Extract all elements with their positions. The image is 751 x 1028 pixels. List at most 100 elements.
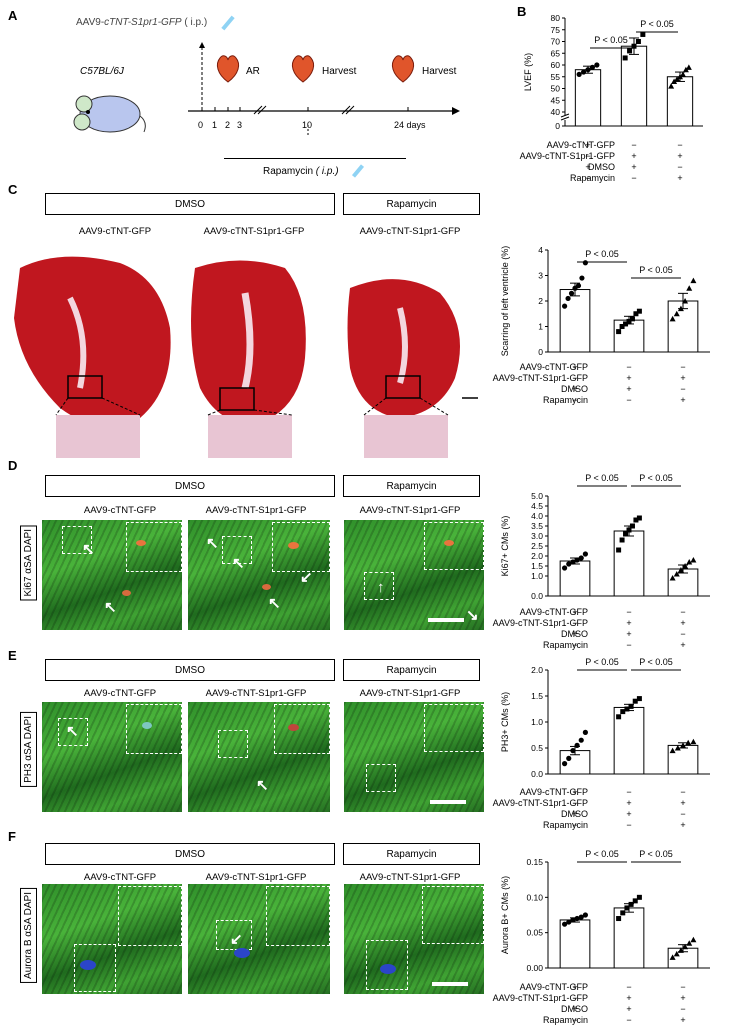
event-ar: AR: [246, 66, 260, 77]
y-axis-label: LVEF (%): [523, 53, 533, 91]
data-point: [620, 709, 626, 715]
ki67-image-s1pr1: ↖ ↖ ↖ ↙: [188, 520, 330, 630]
data-point: [635, 39, 641, 44]
data-point: [562, 303, 568, 309]
condition-label: Rapamycin: [570, 173, 615, 183]
data-point: [570, 917, 576, 923]
condition-sign: −: [572, 395, 577, 405]
y-tick-label: 1.0: [531, 571, 543, 581]
y-tick-label: 1.5: [531, 691, 543, 701]
caption: AAV9-cTNT-S1pr1-GFP: [205, 505, 307, 516]
data-point: [669, 575, 676, 581]
condition-sign: −: [677, 162, 682, 172]
day-24: 24 days: [394, 120, 426, 130]
panel-letter-b: B: [517, 4, 527, 19]
significance-label: P < 0.05: [640, 19, 674, 29]
data-point: [673, 310, 680, 317]
condition-sign: +: [677, 173, 682, 183]
condition-sign: −: [572, 820, 577, 830]
condition-label: DMSO: [561, 629, 588, 639]
arrow-icon: ↖: [66, 723, 79, 740]
rapamycin-bar: [224, 158, 406, 159]
condition-sign: +: [572, 384, 577, 394]
day-3: 3: [237, 120, 243, 130]
data-point: [636, 308, 642, 314]
arrow-icon: ↖: [82, 541, 95, 558]
data-point: [682, 66, 689, 73]
data-point: [568, 290, 575, 296]
data-point: [578, 914, 584, 920]
ki67-image-gfp: ↖ ↖: [42, 520, 182, 630]
condition-sign: −: [626, 787, 631, 797]
y-tick-label: 4.5: [531, 501, 543, 511]
data-point: [673, 571, 680, 577]
data-point: [570, 559, 576, 565]
data-point: [685, 739, 692, 746]
y-tick-label: 60: [551, 60, 561, 70]
scale-bar: [432, 982, 468, 986]
y-tick-label: 80: [551, 13, 561, 23]
y-tick-label: 5.0: [531, 491, 543, 501]
panel-letter-f: F: [8, 829, 16, 844]
condition-sign: −: [572, 993, 577, 1003]
data-point: [616, 916, 622, 922]
heart-icon: [216, 55, 240, 83]
y-tick-label: 4: [538, 245, 543, 255]
bar: [613, 530, 645, 597]
significance-label: P < 0.05: [585, 657, 619, 667]
data-point: [673, 950, 680, 957]
y-tick-label: 0.15: [526, 857, 543, 867]
chart-aurora: 0.00 0.05 0.10 0.15 Aurora B+ CMs (%) P < 0.0…: [493, 849, 710, 1025]
header-dmso: DMSO: [45, 475, 335, 497]
data-point: [582, 912, 588, 918]
stain-label: Aurora B αSA DAPI: [20, 888, 37, 983]
data-point: [690, 936, 697, 943]
condition-label: DMSO: [561, 1004, 588, 1014]
data-point: [580, 69, 587, 75]
condition-sign: +: [626, 629, 631, 639]
header-rapamycin: Rapamycin: [343, 843, 480, 865]
ph3-image-gfp: ↖: [42, 702, 182, 812]
data-point: [579, 275, 585, 281]
data-point: [633, 517, 639, 523]
condition-sign: −: [626, 1015, 631, 1025]
aurora-image-gfp: [42, 884, 182, 994]
header-rapamycin: Rapamycin: [343, 193, 480, 215]
y-tick-label: 2.5: [531, 541, 543, 551]
data-point: [674, 76, 681, 82]
condition-sign: +: [680, 373, 685, 383]
condition-sign: +: [626, 384, 631, 394]
axis-break: [561, 115, 569, 120]
data-point: [633, 311, 639, 317]
data-point: [627, 48, 633, 54]
y-tick-label: 40: [551, 107, 561, 117]
injection-label: AAV9-cTNT-S1pr1-GFP ( i.p.): [76, 17, 208, 28]
data-point: [682, 298, 689, 304]
data-point: [620, 910, 626, 916]
caption: AAV9-cTNT-GFP: [78, 226, 152, 237]
condition-label: AAV9-cTNT-S1pr1-GFP: [493, 373, 588, 383]
aurora-image-s1pr1: ↙: [188, 884, 330, 994]
y-axis-label: Ki67+ CMs (%): [500, 516, 510, 577]
header-dmso: DMSO: [45, 843, 335, 865]
data-point: [631, 43, 637, 49]
y-tick-label: 3.5: [531, 521, 543, 531]
data-point: [628, 901, 634, 907]
condition-sign: −: [572, 640, 577, 650]
condition-sign: +: [585, 162, 590, 172]
condition-label: DMSO: [561, 384, 588, 394]
condition-sign: −: [680, 362, 685, 372]
condition-label: DMSO: [561, 809, 588, 819]
data-point: [565, 295, 571, 302]
arrow-icon: ↖: [104, 599, 117, 616]
data-point: [677, 947, 684, 953]
data-point: [623, 321, 629, 327]
data-point: [626, 318, 632, 324]
arrow-icon: ↙: [230, 931, 243, 948]
caption: AAV9-cTNT-GFP: [83, 688, 157, 699]
caption: AAV9-cTNT-S1pr1-GFP: [359, 688, 461, 699]
condition-sign: −: [677, 140, 682, 150]
data-point: [578, 737, 584, 743]
day-2: 2: [225, 120, 231, 130]
